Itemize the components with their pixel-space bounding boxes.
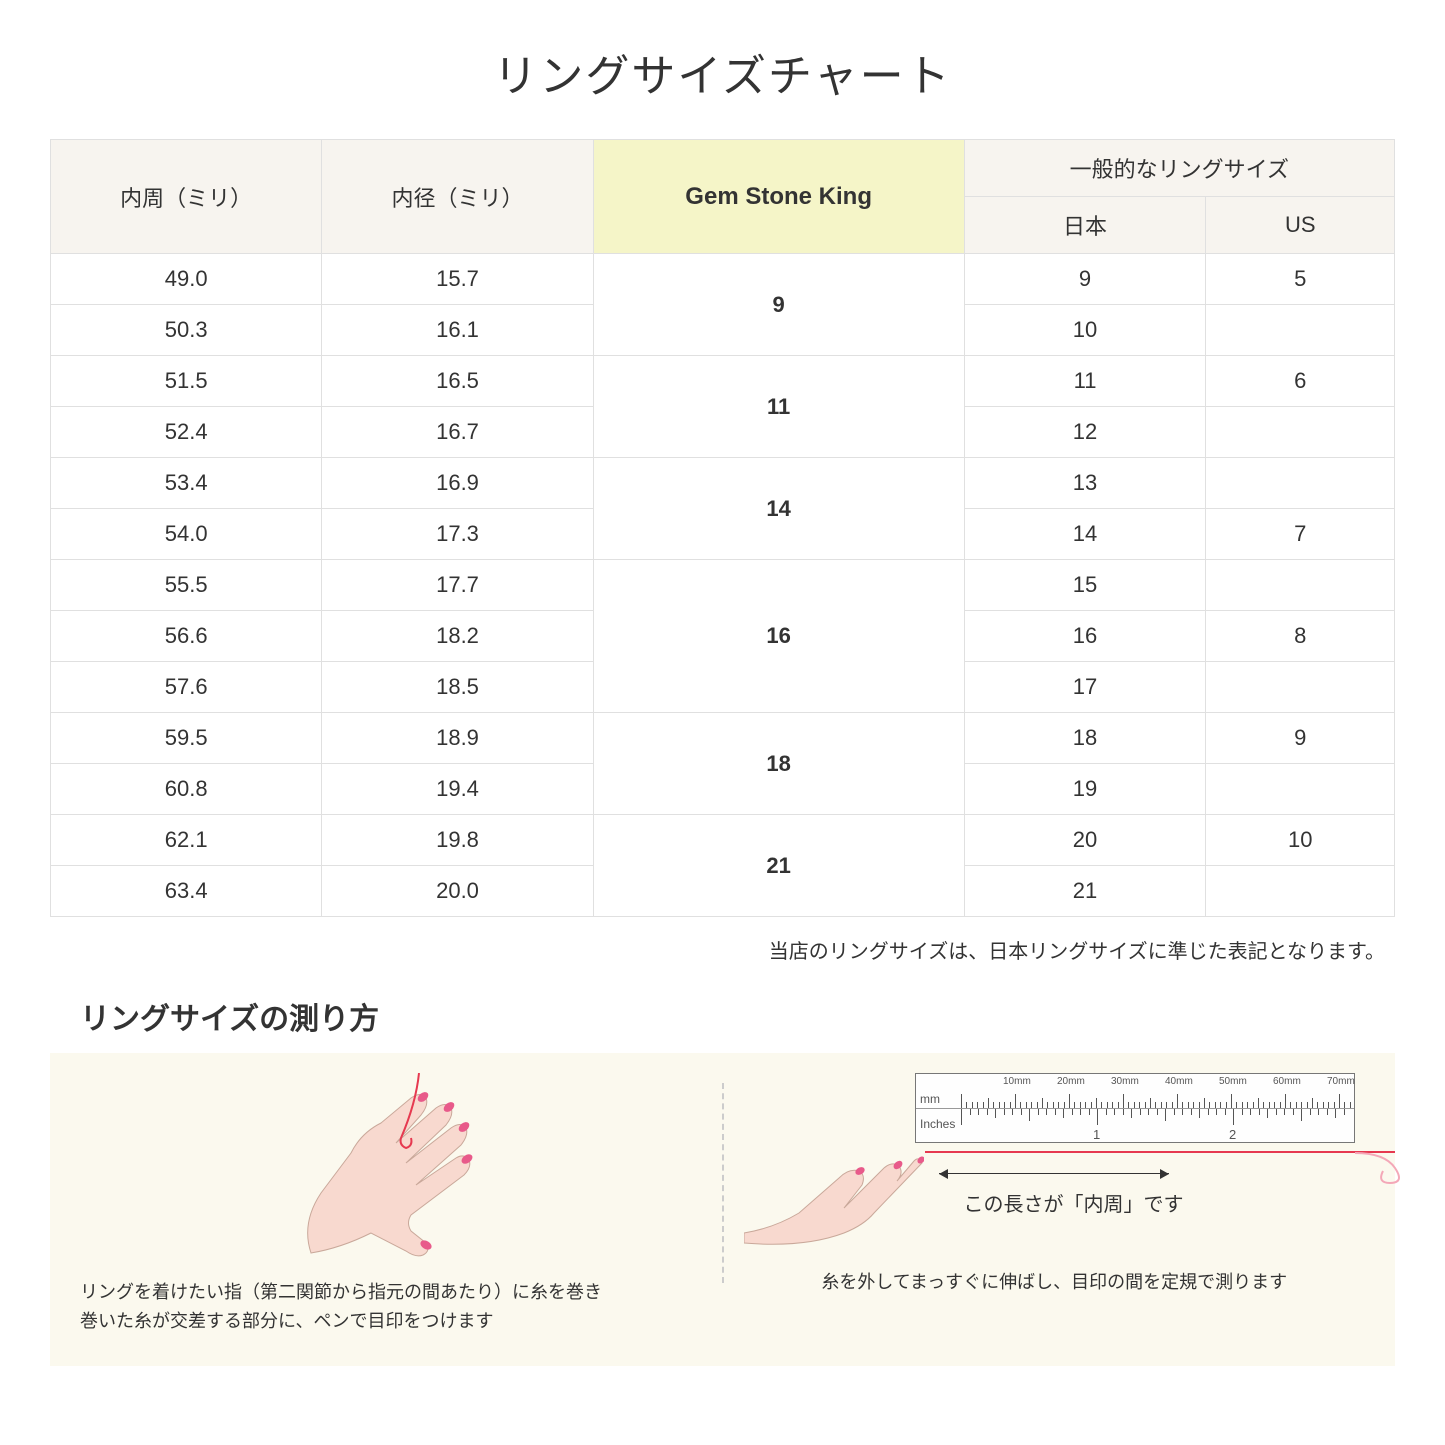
thread-line [925, 1151, 1395, 1153]
ruler-inch-label: 2 [1229, 1127, 1236, 1142]
table-row: 62.119.8212010 [51, 815, 1395, 866]
ruler-mm-tick-label: 40mm [1165, 1076, 1193, 1087]
ruler-inches-label: Inches [920, 1117, 955, 1131]
cell-us [1206, 305, 1395, 356]
ruler-mm-tick-label: 70mm [1327, 1076, 1355, 1087]
cell-japan: 19 [964, 764, 1206, 815]
cell-circumference: 57.6 [51, 662, 322, 713]
cell-us [1206, 560, 1395, 611]
cell-gsk: 14 [593, 458, 964, 560]
instruction-right: mm 10mm 20mm 30mm 40mm 50mm 60mm 70mm Inches 1… [744, 1073, 1366, 1336]
cell-japan: 15 [964, 560, 1206, 611]
cell-diameter: 18.9 [322, 713, 593, 764]
ruler-illustration: mm 10mm 20mm 30mm 40mm 50mm 60mm 70mm Inches 1… [915, 1073, 1355, 1143]
cell-gsk: 21 [593, 815, 964, 917]
cell-circumference: 55.5 [51, 560, 322, 611]
cell-us [1206, 407, 1395, 458]
cell-gsk: 16 [593, 560, 964, 713]
ring-size-table: 内周（ミリ） 内径（ミリ） Gem Stone King 一般的なリングサイズ … [50, 139, 1395, 917]
header-circumference: 内周（ミリ） [51, 140, 322, 254]
cell-circumference: 49.0 [51, 254, 322, 305]
cell-japan: 11 [964, 356, 1206, 407]
cell-diameter: 18.5 [322, 662, 593, 713]
instruction-left-text: リングを着けたい指（第二関節から指元の間あたり）に糸を巻き巻いた糸が交差する部分… [80, 1278, 702, 1336]
table-row: 55.517.71615 [51, 560, 1395, 611]
cell-circumference: 51.5 [51, 356, 322, 407]
measure-arrow [939, 1173, 1169, 1174]
page-title: リングサイズチャート [50, 40, 1395, 104]
header-diameter: 内径（ミリ） [322, 140, 593, 254]
cell-us: 9 [1206, 713, 1395, 764]
header-japan: 日本 [964, 197, 1206, 254]
hand-measure-illustration [744, 1113, 924, 1253]
cell-us: 7 [1206, 509, 1395, 560]
cell-circumference: 56.6 [51, 611, 322, 662]
instructions-panel: リングを着けたい指（第二関節から指元の間あたり）に糸を巻き巻いた糸が交差する部分… [50, 1053, 1395, 1366]
cell-diameter: 20.0 [322, 866, 593, 917]
table-row: 49.015.7995 [51, 254, 1395, 305]
table-row: 51.516.511116 [51, 356, 1395, 407]
cell-japan: 13 [964, 458, 1206, 509]
ruler-mm-tick-label: 30mm [1111, 1076, 1139, 1087]
cell-diameter: 19.8 [322, 815, 593, 866]
cell-diameter: 18.2 [322, 611, 593, 662]
cell-circumference: 52.4 [51, 407, 322, 458]
ruler-mm-tick-label: 60mm [1273, 1076, 1301, 1087]
cell-us [1206, 458, 1395, 509]
cell-us: 10 [1206, 815, 1395, 866]
cell-us: 6 [1206, 356, 1395, 407]
cell-japan: 18 [964, 713, 1206, 764]
cell-diameter: 16.5 [322, 356, 593, 407]
cell-japan: 12 [964, 407, 1206, 458]
instruction-divider [722, 1083, 724, 1283]
cell-gsk: 9 [593, 254, 964, 356]
thread-curl [1355, 1133, 1425, 1193]
ruler-mm-tick-label: 20mm [1057, 1076, 1085, 1087]
cell-diameter: 17.7 [322, 560, 593, 611]
cell-japan: 16 [964, 611, 1206, 662]
cell-us: 5 [1206, 254, 1395, 305]
ruler-mm-tick-label: 50mm [1219, 1076, 1247, 1087]
header-brand: Gem Stone King [593, 140, 964, 254]
ruler-mm-tick-label: 10mm [1003, 1076, 1031, 1087]
instructions-title: リングサイズの測り方 [50, 994, 1395, 1038]
cell-gsk: 18 [593, 713, 964, 815]
instruction-right-text: 糸を外してまっすぐに伸ばし、目印の間を定規で測ります [744, 1268, 1366, 1297]
cell-us: 8 [1206, 611, 1395, 662]
table-row: 59.518.918189 [51, 713, 1395, 764]
cell-circumference: 60.8 [51, 764, 322, 815]
ruler-mm-label: mm [920, 1092, 940, 1106]
instruction-left: リングを着けたい指（第二関節から指元の間あたり）に糸を巻き巻いた糸が交差する部分… [80, 1073, 702, 1336]
cell-japan: 21 [964, 866, 1206, 917]
cell-japan: 14 [964, 509, 1206, 560]
cell-circumference: 53.4 [51, 458, 322, 509]
cell-japan: 9 [964, 254, 1206, 305]
cell-gsk: 11 [593, 356, 964, 458]
cell-diameter: 17.3 [322, 509, 593, 560]
cell-diameter: 16.7 [322, 407, 593, 458]
hand-wrap-illustration [251, 1073, 531, 1263]
cell-circumference: 62.1 [51, 815, 322, 866]
cell-us [1206, 764, 1395, 815]
cell-diameter: 16.9 [322, 458, 593, 509]
cell-circumference: 63.4 [51, 866, 322, 917]
cell-diameter: 15.7 [322, 254, 593, 305]
cell-us [1206, 662, 1395, 713]
table-row: 53.416.91413 [51, 458, 1395, 509]
table-note: 当店のリングサイズは、日本リングサイズに準じた表記となります。 [50, 935, 1395, 964]
measure-label: この長さが「内周」です [964, 1188, 1184, 1217]
ruler-inch-label: 1 [1093, 1127, 1100, 1142]
cell-diameter: 16.1 [322, 305, 593, 356]
cell-circumference: 59.5 [51, 713, 322, 764]
cell-circumference: 50.3 [51, 305, 322, 356]
cell-japan: 17 [964, 662, 1206, 713]
cell-circumference: 54.0 [51, 509, 322, 560]
cell-japan: 20 [964, 815, 1206, 866]
header-us: US [1206, 197, 1395, 254]
cell-diameter: 19.4 [322, 764, 593, 815]
header-general-group: 一般的なリングサイズ [964, 140, 1394, 197]
cell-japan: 10 [964, 305, 1206, 356]
cell-us [1206, 866, 1395, 917]
